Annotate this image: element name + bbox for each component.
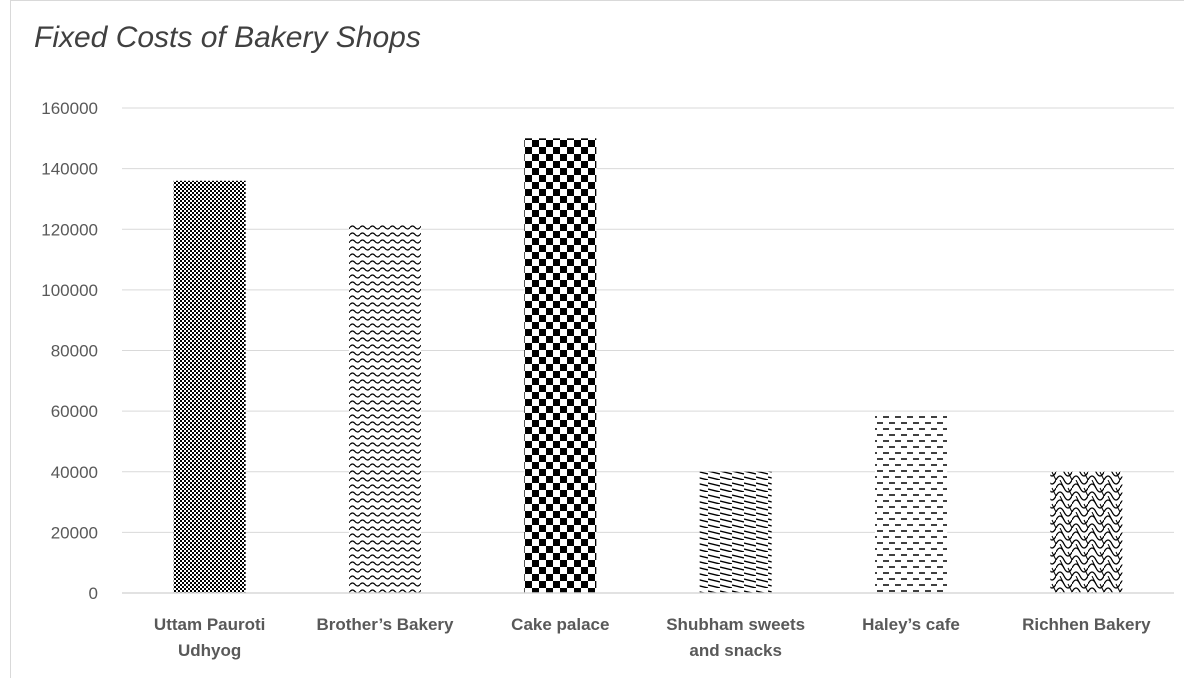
y-tick-label: 160000 bbox=[41, 99, 98, 118]
bar-4 bbox=[875, 412, 947, 593]
y-tick-label: 140000 bbox=[41, 160, 98, 179]
x-category-label-line: and snacks bbox=[689, 641, 782, 660]
y-tick-label: 120000 bbox=[41, 220, 98, 239]
y-axis-tick-labels: 0 20000 40000 60000 80000 100000 120000 140000 1… bbox=[41, 99, 98, 603]
x-category-label-line: Uttam Pauroti bbox=[154, 615, 265, 634]
x-category-label: Cake palace bbox=[511, 615, 609, 634]
y-tick-label: 100000 bbox=[41, 281, 98, 300]
grid-lines bbox=[122, 107, 1174, 533]
x-category-label-line: Cake palace bbox=[511, 615, 609, 634]
y-tick-label: 40000 bbox=[51, 463, 98, 482]
x-category-label-line: Shubham sweets bbox=[666, 615, 805, 634]
y-tick-label: 60000 bbox=[51, 402, 98, 421]
chart-title: Fixed Costs of Bakery Shops bbox=[34, 21, 421, 54]
bar-5 bbox=[1050, 471, 1123, 593]
x-category-label-line: Brother’s Bakery bbox=[316, 615, 454, 634]
x-category-label: Brother’s Bakery bbox=[316, 615, 454, 634]
y-tick-label: 80000 bbox=[51, 342, 98, 361]
x-category-label: Uttam Pauroti Udhyog bbox=[154, 615, 265, 660]
x-category-label: Haley’s cafe bbox=[862, 615, 960, 634]
x-category-label-line: Udhyog bbox=[178, 641, 241, 660]
x-category-label-line: Richhen Bakery bbox=[1022, 615, 1151, 634]
y-tick-label: 0 bbox=[89, 584, 98, 603]
bar-3 bbox=[699, 471, 772, 593]
y-tick-label: 20000 bbox=[51, 523, 98, 542]
x-category-label: Richhen Bakery bbox=[1022, 615, 1151, 634]
bar-2 bbox=[524, 138, 597, 593]
bar-1 bbox=[349, 223, 421, 593]
chart-container bbox=[10, 0, 1184, 678]
bar-0 bbox=[173, 180, 246, 593]
x-axis-category-labels: Uttam Pauroti Udhyog Brother’s Bakery Cake … bbox=[154, 615, 1151, 660]
x-category-label-line: Haley’s cafe bbox=[862, 615, 960, 634]
bar-series bbox=[173, 138, 1123, 593]
x-category-label: Shubham sweets and snacks bbox=[666, 615, 805, 660]
